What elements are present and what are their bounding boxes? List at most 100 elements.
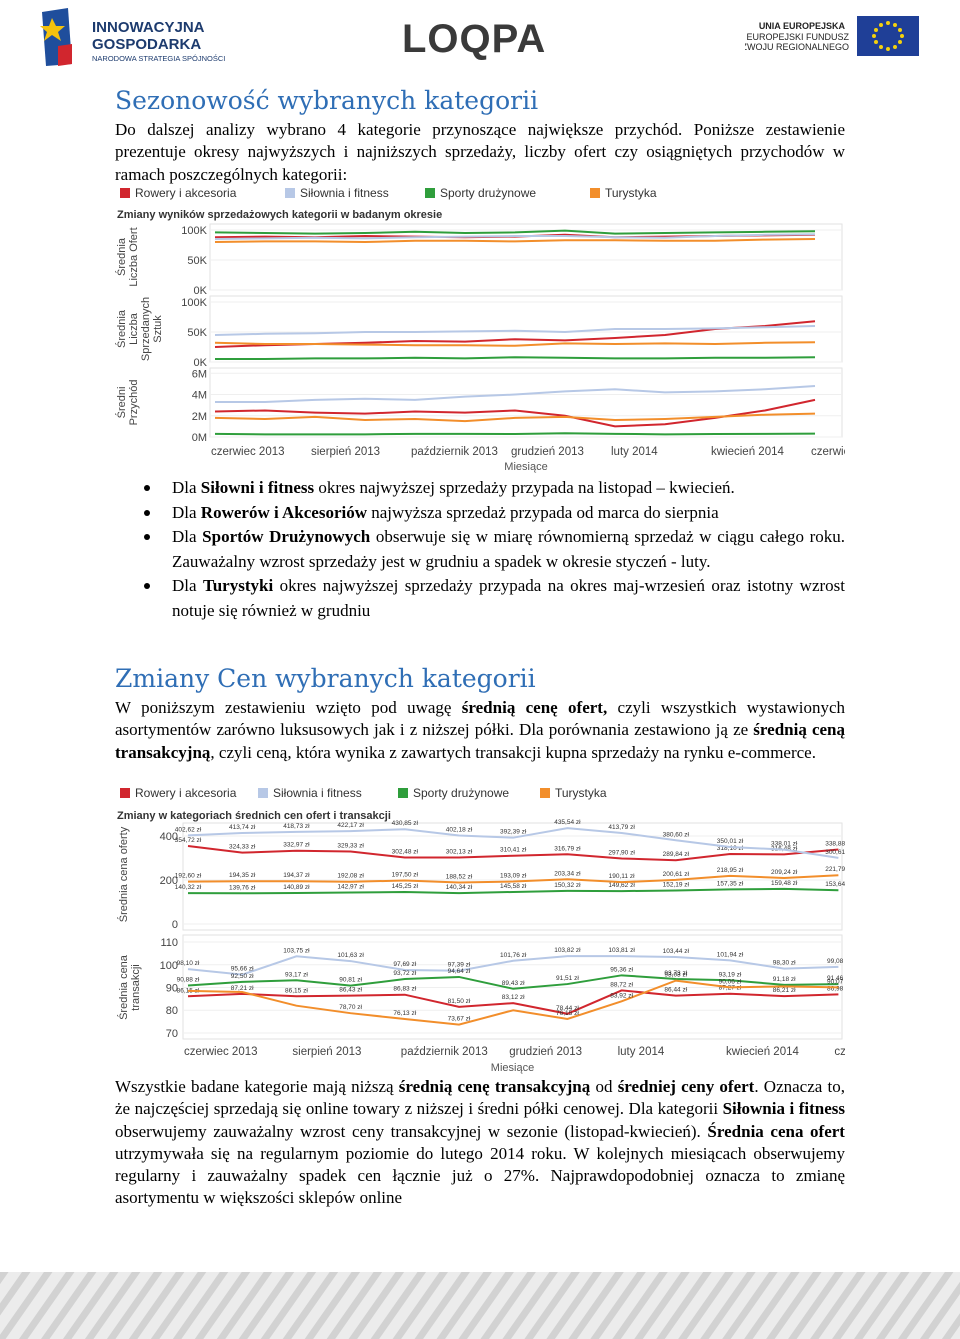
panel <box>209 295 843 363</box>
bullet-item: Dla Siłowni i fitness okres najwyższej s… <box>115 476 845 501</box>
bold-text: Rowerów i Akcesoriów <box>200 502 367 522</box>
bold-text: średnią cenę ofert, <box>461 698 608 717</box>
legend-label: Turystyka <box>605 186 657 200</box>
y-axis-title: Średni <box>115 387 128 419</box>
data-label: 157,35 zł <box>717 880 744 887</box>
x-tick-label: luty 2014 <box>618 1046 665 1058</box>
series-line <box>214 238 816 244</box>
data-label: 140,34 zł <box>446 884 473 891</box>
data-label: 83,12 zł <box>502 994 525 1001</box>
y-tick-label: 0K <box>194 285 208 297</box>
bullet-item: Dla Turystyki okres najwyższej sprzedaży… <box>115 574 845 623</box>
data-label: 318,10 zł <box>717 845 744 852</box>
series-line <box>187 844 839 862</box>
data-label: 402,62 zł <box>175 826 202 833</box>
data-label: 99,08 zł <box>827 958 845 965</box>
x-tick-label: grudzień 2013 <box>509 1046 582 1058</box>
data-label: 190,11 zł <box>609 873 635 880</box>
chart-title: Zmiany wyników sprzedażowych kategorii w… <box>117 209 442 221</box>
data-label: 86,83 zł <box>393 986 416 993</box>
text: obserwujemy zauważalny wzrost ceny trans… <box>115 1121 708 1141</box>
bold-text: Siłowni i fitness <box>200 478 315 497</box>
y-axis-title: Średnia cena <box>117 954 130 1020</box>
text: Dla <box>172 502 201 522</box>
data-label: 86,15 zł <box>285 987 308 994</box>
y-axis-title: Sztuk <box>152 315 164 343</box>
data-label: 91,18 zł <box>773 976 796 983</box>
text: Dla <box>172 527 203 547</box>
data-label: 95,66 zł <box>231 966 254 973</box>
data-label: 354,72 zł <box>175 837 202 844</box>
data-label: 221,79 zł <box>825 866 845 873</box>
text: od <box>590 1077 618 1096</box>
data-label: 101,63 zł <box>337 952 364 959</box>
data-label: 302,48 zł <box>392 848 419 855</box>
data-label: 81,50 zł <box>448 998 471 1005</box>
y-tick-label: 4M <box>192 390 207 402</box>
series-line <box>187 989 839 1015</box>
data-label: 90,06 zł <box>719 978 742 985</box>
data-label: 92,50 zł <box>231 973 254 980</box>
y-tick-label: 0K <box>194 357 208 369</box>
x-tick-label: październik 2013 <box>401 1046 488 1058</box>
bold-text: Sportów Drużynowych <box>202 527 371 547</box>
legend-label: Sporty drużynowe <box>413 786 509 800</box>
series-line <box>214 325 816 336</box>
y-tick-label: 70 <box>166 1028 178 1040</box>
data-label: 338,01 zł <box>771 841 798 848</box>
data-label: 332,97 zł <box>283 842 310 849</box>
logo-text: NARODOWA STRATEGIA SPÓJNOŚCI <box>92 54 225 63</box>
text: Do dalszej analizy wybrano 4 kategorie p… <box>115 120 845 184</box>
series-line <box>187 979 839 1026</box>
legend-label: Siłownia i fitness <box>273 786 362 800</box>
data-label: 197,50 zł <box>392 872 419 879</box>
series-line <box>187 887 839 895</box>
legend-swatch <box>425 188 435 198</box>
data-label: 338,88 zł <box>825 840 845 847</box>
paragraph: Wszystkie badane kategorie mają niższą ś… <box>115 1076 845 1210</box>
data-label: 139,76 zł <box>229 884 256 891</box>
data-label: 310,41 zł <box>500 847 527 854</box>
x-tick-label: luty 2014 <box>611 446 658 458</box>
x-tick-label: czerwiec 2014 <box>834 1046 845 1058</box>
y-tick-label: 90 <box>166 983 178 995</box>
heading: Sezonowość wybranych kategorii <box>115 86 539 115</box>
legend-swatch <box>398 788 408 798</box>
data-label: 101,76 zł <box>500 952 527 959</box>
data-label: 194,37 zł <box>283 872 310 879</box>
y-tick-label: 0M <box>192 432 207 444</box>
series-line <box>214 341 816 347</box>
data-label: 86,21 zł <box>773 987 796 994</box>
data-label: 200,61 zł <box>663 871 690 878</box>
data-label: 86,44 zł <box>664 987 687 994</box>
legend-swatch <box>258 788 268 798</box>
legend-swatch <box>120 788 130 798</box>
data-label: 188,52 zł <box>446 874 473 881</box>
data-label: 73,67 zł <box>448 1016 471 1023</box>
legend-swatch <box>120 188 130 198</box>
data-label: 413,74 zł <box>229 824 256 831</box>
y-tick-label: 400 <box>160 831 178 843</box>
x-tick-label: październik 2013 <box>411 446 498 458</box>
logo-text: INNOWACYJNA <box>92 19 205 36</box>
data-label: 316,79 zł <box>554 845 581 852</box>
data-label: 324,33 zł <box>229 844 256 851</box>
y-tick-label: 2M <box>192 411 207 423</box>
text: obserwuje się w miarę równomierną sprzed… <box>172 527 845 571</box>
bullet-list: Dla Siłowni i fitness okres najwyższej s… <box>115 476 845 624</box>
legend-label: Rowery i akcesoria <box>135 786 237 800</box>
series-line <box>187 827 839 859</box>
y-axis-title: Sprzedanych <box>140 297 152 361</box>
data-label: 149,62 zł <box>608 882 635 889</box>
data-label: 302,13 zł <box>446 849 473 856</box>
heading: Zmiany Cen wybranych kategorii <box>115 664 536 693</box>
legend-swatch <box>590 188 600 198</box>
text: W poniższym zestawieniu wzięto pod uwagę <box>115 698 462 717</box>
data-label: 78,70 zł <box>339 1004 362 1011</box>
chart-title: Zmiany w kategoriach średnich cen ofert … <box>117 810 391 822</box>
data-label: 91,46 zł <box>827 975 845 982</box>
logo-right: UNIA EUROPEJSKA EUROPEJSKI FUNDUSZ ROZWO… <box>745 16 919 56</box>
data-label: 97,69 zł <box>393 961 416 968</box>
data-label: 153,64 zł <box>825 881 845 888</box>
data-label: 413,79 zł <box>608 824 635 831</box>
